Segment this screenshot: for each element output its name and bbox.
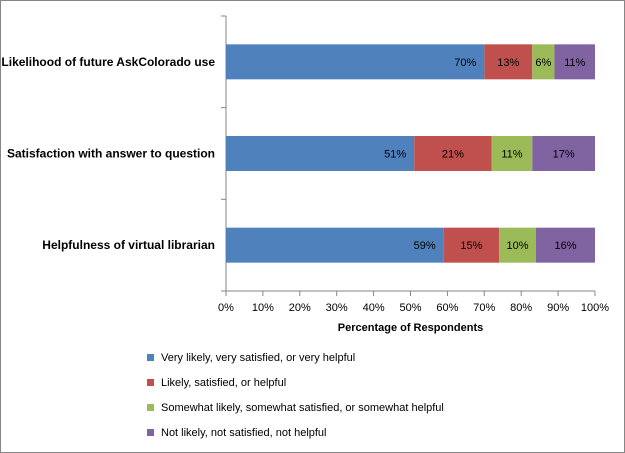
legend-label: Not likely, not satisfied, not helpful bbox=[161, 427, 327, 439]
legend-swatch bbox=[147, 404, 154, 411]
x-tick-label: 10% bbox=[252, 302, 274, 314]
data-label: 13% bbox=[497, 57, 519, 69]
bar-segment bbox=[532, 136, 595, 171]
bar-segment bbox=[499, 227, 536, 263]
bar-segment bbox=[484, 44, 533, 80]
data-label: 15% bbox=[460, 240, 482, 252]
x-axis-title: Percentage of Respondents bbox=[338, 322, 483, 334]
legend-swatch bbox=[147, 429, 154, 436]
legend-swatch bbox=[147, 354, 154, 361]
bar-segment bbox=[414, 136, 492, 171]
legend-label: Somewhat likely, somewhat satisfied, or … bbox=[161, 402, 444, 414]
x-tick-label: 60% bbox=[436, 302, 458, 314]
bar-segment bbox=[535, 227, 595, 263]
x-tick-label: 0% bbox=[218, 302, 234, 314]
category-label: Satisfaction with answer to question bbox=[7, 147, 215, 161]
legend-swatch bbox=[147, 379, 154, 386]
bar-segment bbox=[532, 44, 555, 80]
data-label: 51% bbox=[384, 149, 406, 161]
x-tick-label: 30% bbox=[326, 302, 348, 314]
bar-segment bbox=[554, 44, 595, 80]
legend-label: Very likely, very satisfied, or very hel… bbox=[161, 352, 356, 364]
bar-segment bbox=[226, 44, 485, 80]
bar-segment bbox=[443, 227, 500, 263]
bar-segment bbox=[226, 227, 444, 263]
data-label: 10% bbox=[506, 240, 528, 252]
x-tick-label: 40% bbox=[363, 302, 385, 314]
x-tick-label: 50% bbox=[399, 302, 421, 314]
x-tick-label: 100% bbox=[581, 302, 609, 314]
category-label: Helpfulness of virtual librarian bbox=[42, 238, 215, 252]
bar-segment bbox=[226, 136, 415, 171]
x-tick-label: 80% bbox=[510, 302, 532, 314]
x-tick-label: 90% bbox=[547, 302, 569, 314]
data-label: 16% bbox=[554, 240, 576, 252]
data-label: 59% bbox=[414, 240, 436, 252]
data-label: 21% bbox=[442, 149, 464, 161]
category-label: Likelihood of future AskColorado use bbox=[1, 55, 215, 69]
data-label: 11% bbox=[501, 149, 522, 161]
x-tick-label: 70% bbox=[473, 302, 495, 314]
data-label: 6% bbox=[535, 57, 551, 69]
legend-label: Likely, satisfied, or helpful bbox=[161, 377, 287, 389]
data-label: 11% bbox=[564, 57, 585, 69]
data-label: 70% bbox=[454, 57, 476, 69]
x-tick-label: 20% bbox=[289, 302, 311, 314]
bar-segment bbox=[491, 136, 533, 171]
data-label: 17% bbox=[553, 149, 575, 161]
